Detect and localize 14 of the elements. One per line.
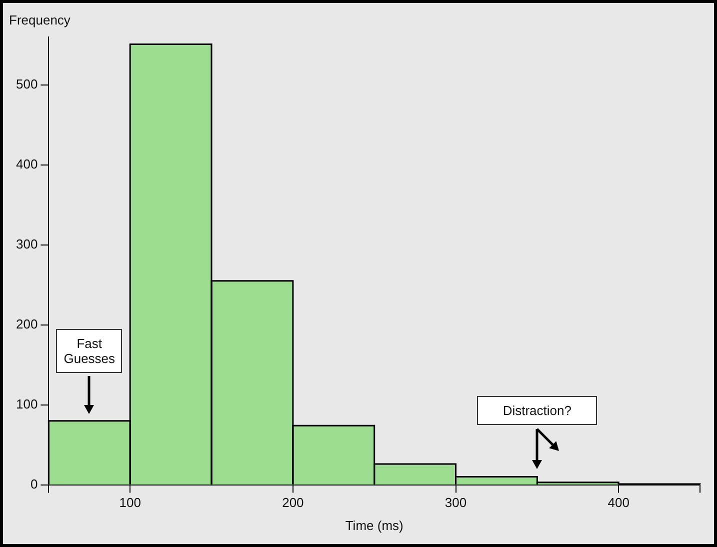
callout-box: Distraction? <box>477 396 598 425</box>
x-tick-label: 300 <box>444 495 467 510</box>
y-axis-title: Frequency <box>9 12 71 28</box>
y-tick-label: 0 <box>30 476 38 492</box>
y-tick-label: 200 <box>16 316 38 332</box>
y-tick-label: 300 <box>16 236 38 252</box>
x-tick-label: 100 <box>119 495 141 510</box>
y-tick-label: 400 <box>16 156 38 172</box>
y-tick-label: 500 <box>16 76 38 92</box>
x-tick-label: 400 <box>608 495 630 510</box>
callout-box: Fast Guesses <box>56 328 122 373</box>
y-tick-label: 100 <box>16 396 38 412</box>
x-axis-title: Time (ms) <box>345 518 404 533</box>
x-tick-label: 200 <box>282 495 304 510</box>
